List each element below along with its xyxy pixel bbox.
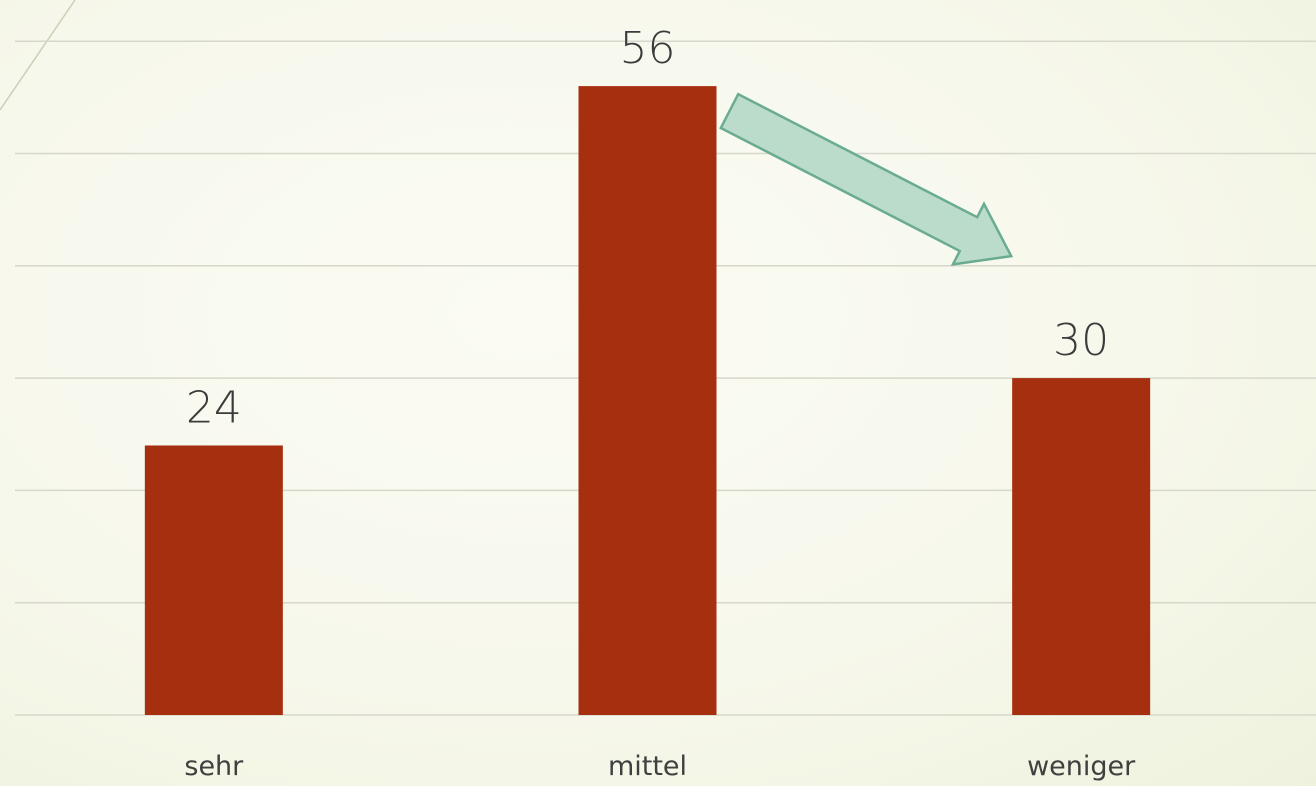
data-label-mittel: 56: [620, 23, 676, 74]
x-tick-label-weniger: weniger: [1027, 751, 1136, 782]
x-tick-label-mittel: mittel: [608, 751, 687, 782]
x-tick-label-sehr: sehr: [184, 751, 244, 782]
bar-sehr: [144, 445, 283, 715]
data-label-weniger: 30: [1053, 315, 1109, 366]
bar-weniger: [1012, 378, 1151, 715]
data-labels: 24 56 30: [186, 23, 1109, 433]
trend-arrow-annotation: [719, 92, 1014, 266]
x-axis-tick-labels: sehr mittel weniger: [184, 751, 1136, 782]
data-label-sehr: 24: [186, 382, 242, 433]
decorative-corner-line: [0, 0, 76, 111]
bar-mittel: [578, 86, 717, 716]
bars: [144, 86, 1151, 716]
